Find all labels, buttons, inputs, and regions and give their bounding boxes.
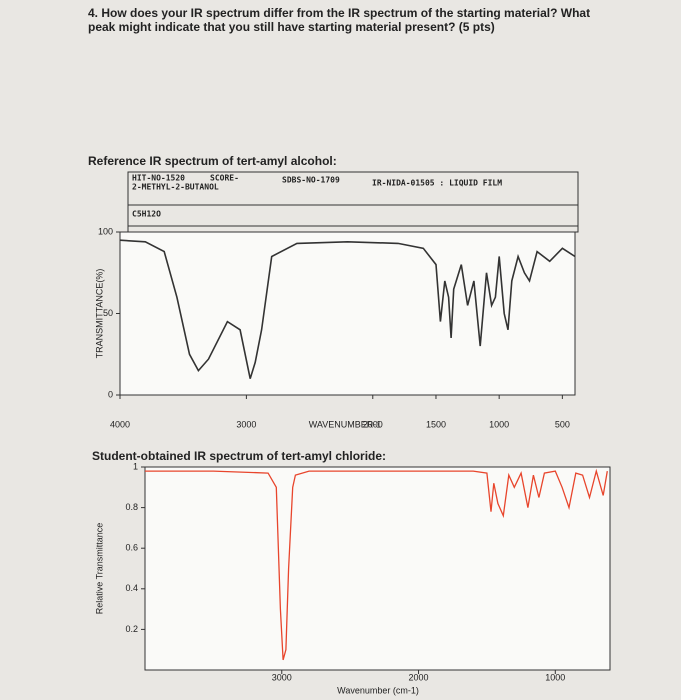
y-tick-label: 1 bbox=[133, 461, 138, 471]
x-tick-label: 4000 bbox=[110, 419, 130, 429]
header-text: SDBS-NO-1709 bbox=[282, 176, 340, 185]
plot-frame bbox=[119, 231, 576, 396]
x-tick-label: 2000 bbox=[363, 419, 383, 429]
x-tick-label: 1500 bbox=[426, 419, 446, 429]
header-text: 2-METHYL-2-BUTANOL bbox=[132, 183, 219, 192]
header-text: C5H12O bbox=[132, 210, 161, 219]
header-text: IR-NIDA-01505 : LIQUID FILM bbox=[372, 179, 502, 188]
chart-title: Student-obtained IR spectrum of tert-amy… bbox=[92, 449, 386, 463]
y-tick-label: 0.2 bbox=[125, 624, 138, 634]
header-text: HIT-NO-1520 bbox=[132, 174, 185, 183]
x-tick-label: 3000 bbox=[272, 672, 292, 682]
question: 4. How does your IR spectrum differ from… bbox=[88, 6, 591, 34]
x-tick-label: 500 bbox=[555, 419, 570, 429]
x-tick-label: 3000 bbox=[236, 419, 256, 429]
spectrum-line bbox=[119, 239, 576, 379]
x-tick-label: 1000 bbox=[545, 672, 565, 682]
x-axis-label: Wavenumber (cm-1) bbox=[337, 685, 419, 695]
y-axis-label: TRANSMITTANCE(%) bbox=[94, 269, 104, 359]
spectrum-line bbox=[145, 468, 608, 661]
header-text: SCORE- bbox=[210, 174, 239, 183]
y-axis-label: Relative Transmittance bbox=[94, 523, 104, 615]
plot-frame bbox=[144, 466, 611, 671]
x-tick-label: 1000 bbox=[489, 419, 509, 429]
y-tick-label: 0.4 bbox=[125, 583, 138, 593]
chart-title: Reference IR spectrum of tert-amyl alcoh… bbox=[88, 154, 337, 168]
y-tick-label: 0 bbox=[108, 389, 113, 399]
y-tick-label: 100 bbox=[98, 226, 113, 236]
y-tick-label: 50 bbox=[103, 308, 113, 318]
x-axis-label: WAVENUMBER-1 bbox=[309, 419, 382, 429]
question-box: 4. How does your IR spectrum differ from… bbox=[88, 6, 591, 34]
y-tick-label: 0.6 bbox=[125, 543, 138, 553]
y-tick-label: 0.8 bbox=[125, 502, 138, 512]
x-tick-label: 2000 bbox=[409, 672, 429, 682]
